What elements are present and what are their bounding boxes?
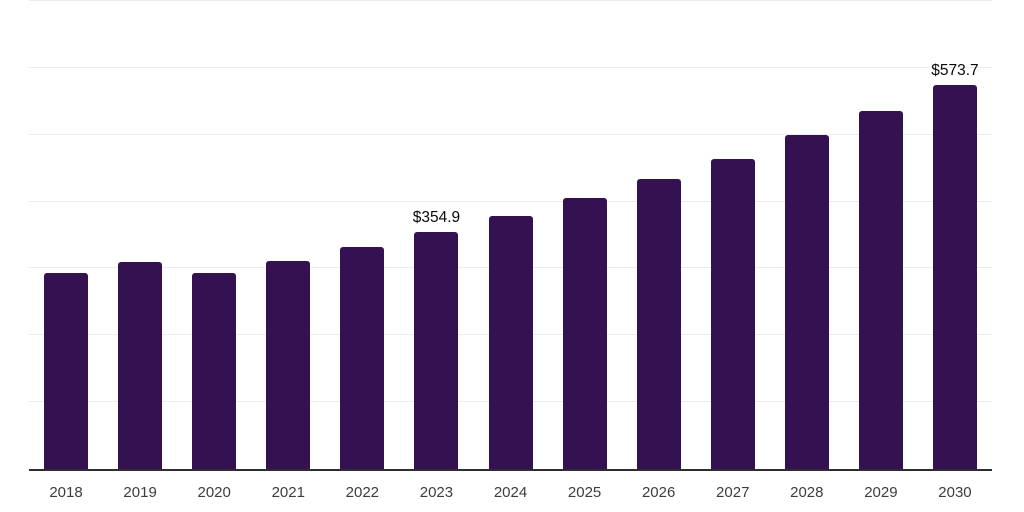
bar-slot-2018 [29,1,103,469]
bar-slot-2029 [844,1,918,469]
bar-2027 [710,158,755,469]
x-tick-label-2030: 2030 [938,484,972,501]
x-tick-label-2023: 2023 [419,484,454,501]
bar-slot-2026 [622,1,696,469]
bar-slot-2027 [696,1,770,469]
bar-2023 [414,231,459,469]
bar-2024 [488,215,533,469]
bar-slot-2024 [473,1,547,469]
x-tick-label-2022: 2022 [345,484,380,501]
bar-2026 [636,179,681,469]
bar-2020 [192,272,237,469]
bar-slot-2028 [770,1,844,469]
bar-2019 [118,262,163,469]
bar-2028 [784,134,829,469]
bar-slot-2025 [548,1,622,469]
bar-slot-2023: $354.9 [399,1,473,469]
bar-slot-2030: $573.7 [918,1,992,469]
bar-2018 [44,273,89,469]
x-tick-label-2024: 2024 [493,484,528,501]
value-label-2030: $573.7 [931,62,979,80]
bar-slot-2021 [251,1,325,469]
bar-2021 [266,260,311,469]
x-tick-label-2019: 2019 [123,484,157,501]
plot-area: $354.9 $573.7 [29,0,992,471]
value-label-2023: $354.9 [412,208,461,226]
bar-2030 [932,85,977,469]
bar-slot-2020 [177,1,251,469]
bar-2025 [562,198,607,469]
bar-2029 [858,110,903,469]
x-tick-label-2029: 2029 [864,484,898,501]
x-tick-label-2021: 2021 [271,484,305,501]
x-tick-label-2028: 2028 [790,484,824,501]
x-axis-line [29,469,992,471]
x-tick-label-2026: 2026 [641,484,676,501]
x-tick-label-2020: 2020 [197,484,231,501]
bar-slot-2022 [325,1,399,469]
bar-slot-2019 [103,1,177,469]
x-tick-label-2025: 2025 [567,484,602,501]
x-tick-label-2018: 2018 [49,484,83,501]
x-axis-labels: 2018 2019 2020 2021 2022 2023 2024 2025 2026 2027… [29,483,992,503]
bar-2022 [340,246,385,469]
x-tick-label-2027: 2027 [716,484,750,501]
